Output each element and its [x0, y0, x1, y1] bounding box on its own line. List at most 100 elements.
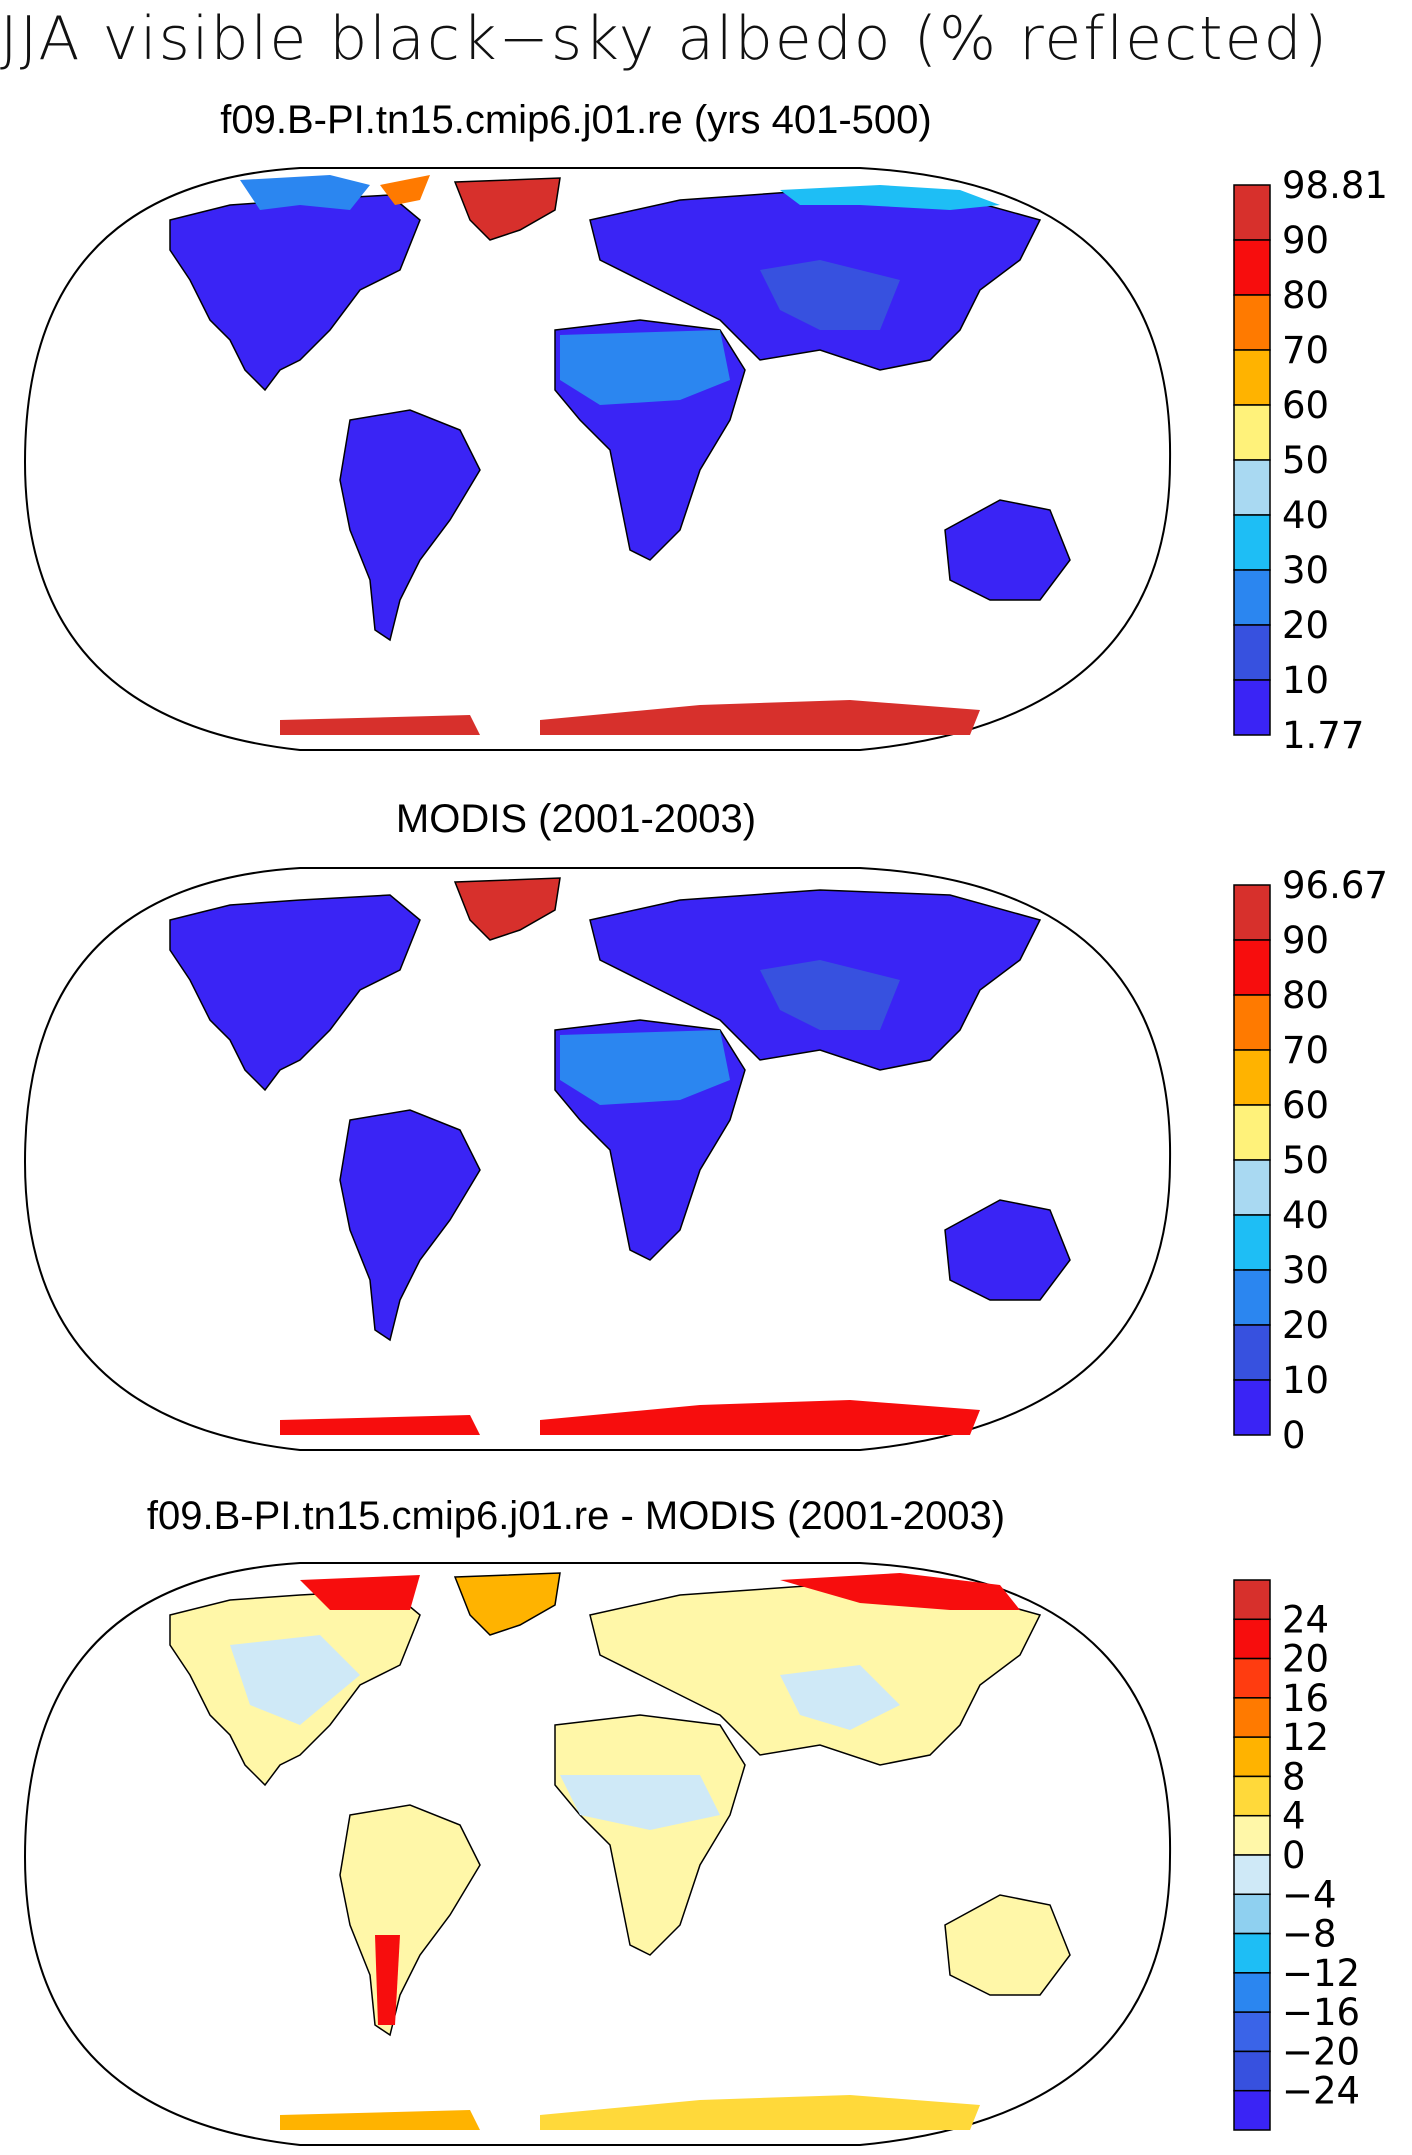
colorbar-label: 10: [1282, 1359, 1329, 1402]
region-south-america: [339, 1109, 481, 1342]
region-sahara: [560, 330, 730, 405]
colorbar-swatch: [1233, 184, 1271, 241]
map-obs: [23, 867, 1172, 1451]
colorbar-swatch: [1233, 1854, 1271, 1896]
colorbar-label: −24: [1282, 2070, 1360, 2113]
colorbar-label: 1.77: [1282, 714, 1364, 757]
colorbar-swatch: [1233, 1379, 1271, 1436]
colorbar-label: 20: [1282, 1304, 1329, 1347]
region-andes-south: [375, 1935, 400, 2025]
colorbar-swatch: [1233, 1324, 1271, 1381]
colorbar-obs: 96.67 90 80 70 60 50 40 30 20 10 0: [1233, 864, 1388, 1457]
colorbar-swatch: [1233, 569, 1271, 626]
colorbar-label: 50: [1282, 1139, 1329, 1182]
region-antarctica-east: [540, 1400, 980, 1435]
colorbar-swatch: [1233, 994, 1271, 1051]
region-greenland: [453, 1572, 561, 1636]
map-model: [23, 167, 1172, 751]
region-australia: [944, 499, 1071, 601]
colorbar-label: −4: [1282, 1873, 1337, 1916]
figure-title: JJA visible black−sky albedo (% reflecte…: [0, 4, 1329, 74]
colorbar-label: 60: [1282, 1084, 1329, 1127]
colorbar-swatch: [1233, 1932, 1271, 1974]
colorbar-model: 98.81 90 80 70 60 50 40 30 20 10 1.77: [1233, 164, 1388, 757]
colorbar-label: 20: [1282, 1638, 1329, 1681]
colorbar-swatch: [1233, 404, 1271, 461]
colorbar-label: 0: [1282, 1834, 1306, 1877]
region-sahara: [560, 1030, 730, 1105]
colorbar-swatch: [1233, 1159, 1271, 1216]
colorbar-swatch: [1233, 514, 1271, 571]
colorbar-label: 30: [1282, 1249, 1329, 1292]
region-arctic-canada: [240, 175, 370, 210]
panel-title-model: f09.B-PI.tn15.cmip6.j01.re (yrs 401-500): [220, 98, 932, 142]
region-north-america: [169, 894, 421, 1092]
colorbar-label: 4: [1282, 1795, 1306, 1838]
region-australia: [944, 1894, 1071, 1996]
colorbar-swatch: [1233, 1697, 1271, 1738]
panel-title-obs: MODIS (2001-2003): [395, 797, 757, 841]
map-panel-model: 98.81 90 80 70 60 50 40 30 20 10 1.77: [23, 164, 1388, 757]
map-panel-obs: 96.67 90 80 70 60 50 40 30 20 10 0: [23, 864, 1388, 1457]
region-arctic-siberia: [780, 1573, 1020, 1610]
region-antarctica-west: [280, 715, 480, 735]
colorbar-label: 24: [1282, 1598, 1329, 1641]
colorbar-label: 96.67: [1282, 864, 1388, 907]
region-central-asia: [780, 1665, 900, 1730]
region-antarctica-west: [280, 1415, 480, 1435]
region-greenland: [453, 177, 561, 241]
region-na-interior: [230, 1635, 360, 1725]
colorbar-label: 0: [1282, 1414, 1306, 1457]
colorbar-swatch: [1233, 624, 1271, 681]
colorbar-label: 80: [1282, 974, 1329, 1017]
colorbar-swatch: [1233, 2089, 1271, 2131]
colorbar-label: 80: [1282, 274, 1329, 317]
region-antarctica-east: [540, 2095, 980, 2130]
colorbar-swatch: [1233, 1269, 1271, 1326]
colorbar-swatch: [1233, 1893, 1271, 1935]
region-central-asia: [760, 960, 900, 1030]
colorbar-swatch: [1233, 239, 1271, 296]
colorbar-swatch: [1233, 1736, 1271, 1778]
colorbar-swatch: [1233, 294, 1271, 351]
colorbar-swatch: [1233, 459, 1271, 516]
colorbar-label: 98.81: [1282, 164, 1388, 207]
colorbar-swatch: [1233, 1972, 1271, 2013]
colorbar-label: 70: [1282, 1029, 1329, 1072]
colorbar-label: 20: [1282, 604, 1329, 647]
region-arctic-islands: [300, 1575, 420, 1610]
colorbar-label: 16: [1282, 1677, 1329, 1720]
colorbar-label: 30: [1282, 549, 1329, 592]
region-arctic-siberia: [780, 185, 1000, 210]
colorbar-swatch: [1233, 1049, 1271, 1106]
colorbar-label: −20: [1282, 2030, 1360, 2073]
colorbar-swatch: [1233, 349, 1271, 406]
colorbar-label: 70: [1282, 329, 1329, 372]
region-arctic-islands: [380, 175, 430, 205]
region-south-america: [339, 409, 481, 642]
colorbar-swatch: [1233, 939, 1271, 996]
colorbar-swatch: [1233, 1775, 1271, 1817]
colorbar-swatch: [1233, 1104, 1271, 1161]
colorbar-swatch: [1233, 1579, 1271, 1621]
colorbar-swatch: [1233, 2050, 1271, 2092]
region-antarctica-west: [280, 2110, 480, 2130]
colorbar-swatch: [1233, 1814, 1271, 1856]
colorbar-swatch: [1233, 1657, 1271, 1699]
colorbar-label: −12: [1282, 1952, 1360, 1995]
colorbar-label: 40: [1282, 1194, 1329, 1237]
region-central-asia: [760, 260, 900, 330]
colorbar-swatch: [1233, 884, 1271, 941]
colorbar-swatch: [1233, 2011, 1271, 2053]
panel-title-diff: f09.B-PI.tn15.cmip6.j01.re - MODIS (2001…: [146, 1494, 1006, 1538]
colorbar-swatch: [1233, 1214, 1271, 1271]
colorbar-label: 50: [1282, 439, 1329, 482]
colorbar-label: 40: [1282, 494, 1329, 537]
region-greenland: [453, 877, 561, 941]
colorbar-label: −8: [1282, 1913, 1337, 1956]
colorbar-swatch: [1233, 679, 1271, 736]
colorbar-label: 90: [1282, 219, 1329, 262]
colorbar-swatch: [1233, 1618, 1271, 1660]
